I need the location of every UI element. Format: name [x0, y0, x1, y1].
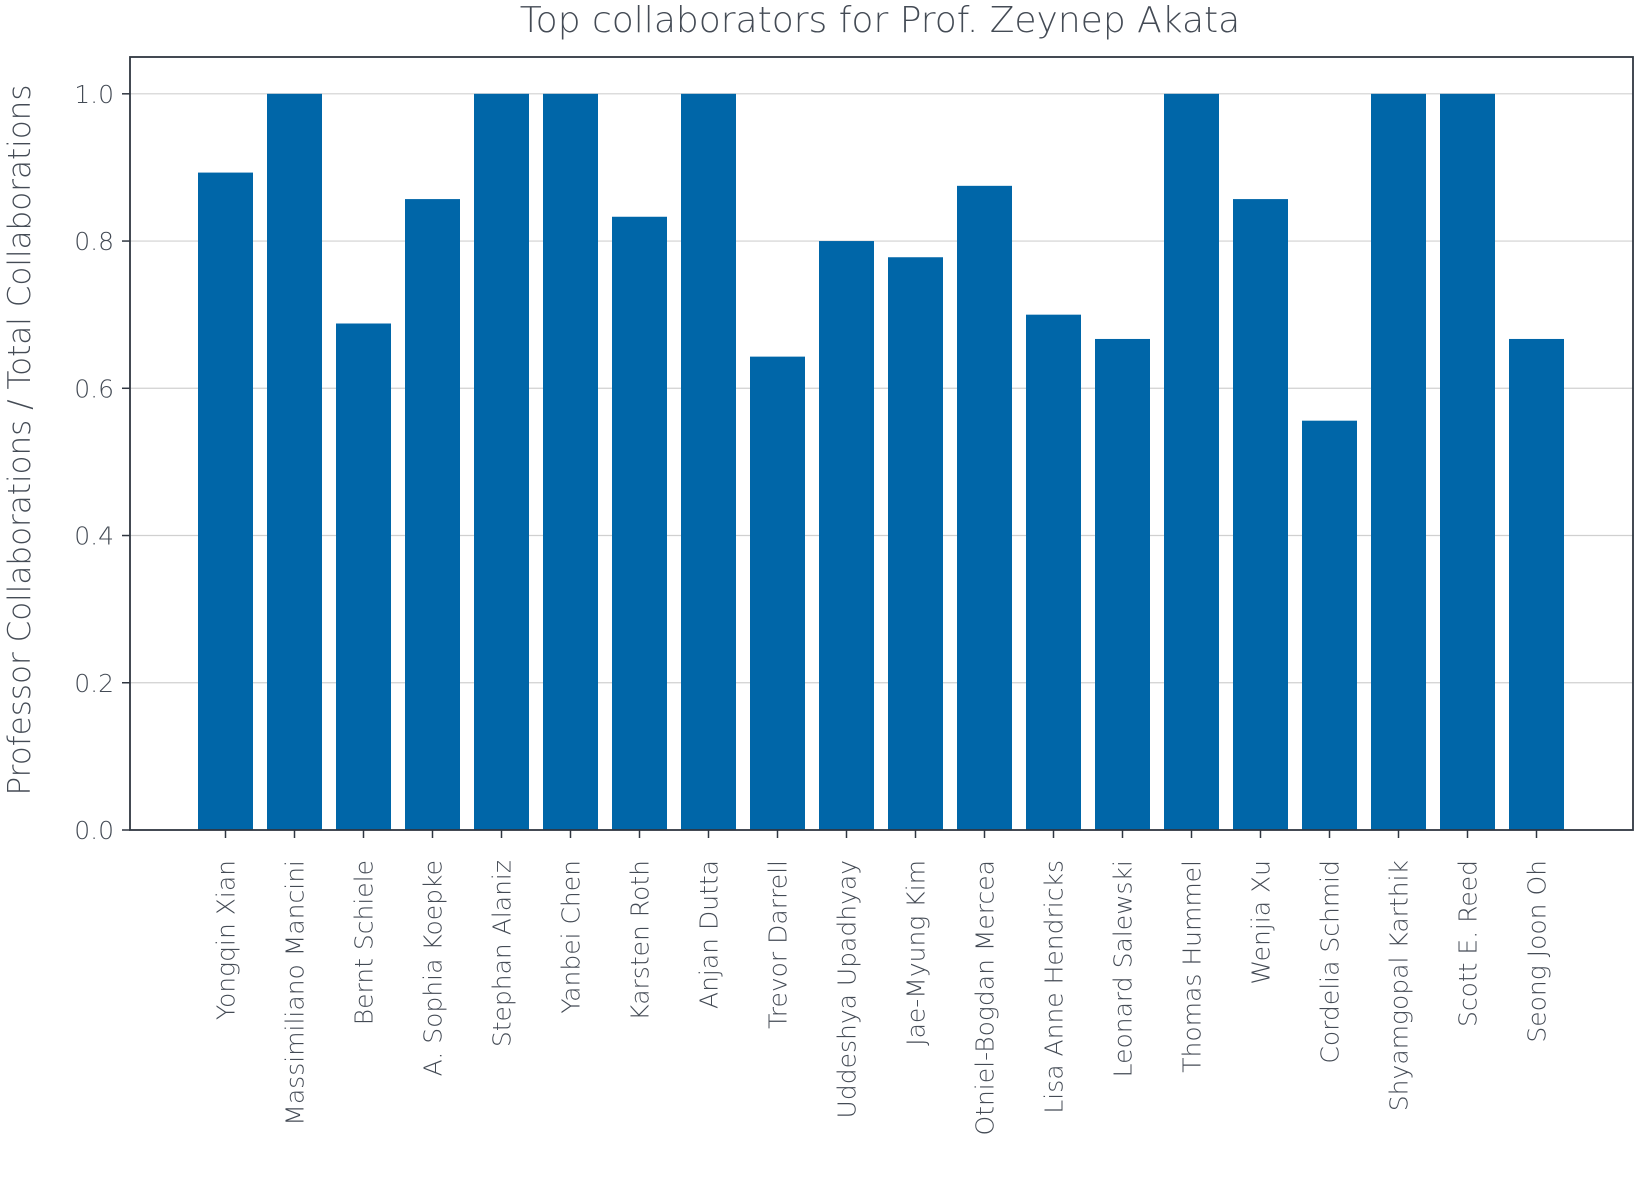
y-tick-label: 0.0 [74, 816, 114, 845]
x-tick-label: Trevor Darrell [764, 860, 793, 1029]
x-tick-label: Yongqin Xian [212, 860, 241, 1020]
bars [198, 93, 1564, 831]
bar [1302, 420, 1357, 830]
y-tick-label: 0.4 [74, 522, 114, 551]
bar [612, 216, 667, 831]
bar [1095, 338, 1150, 830]
x-tick-label: Jae-Myung Kim [902, 860, 931, 1046]
bar [1509, 338, 1564, 830]
x-tick-label: Karsten Roth [626, 860, 655, 1021]
x-tick-label: Otniel-Bogdan Mercea [971, 860, 1000, 1136]
bar [888, 257, 943, 831]
x-tick-label: Shyamgopal Karthik [1385, 860, 1414, 1111]
y-tick-label: 0.8 [74, 227, 114, 256]
bar [543, 93, 598, 831]
bar [750, 356, 805, 830]
bar [1026, 314, 1081, 831]
bar [681, 93, 736, 831]
bar [267, 93, 322, 831]
y-tick-label: 1.0 [74, 80, 114, 109]
x-tick-label: Bernt Schiele [350, 860, 379, 1025]
y-tick-label: 0.2 [74, 669, 114, 698]
bar [1233, 199, 1288, 830]
x-tick-label: Stephan Alaniz [488, 860, 517, 1047]
x-tick-label: Massimiliano Mancini [281, 860, 310, 1126]
x-tick-label: A. Sophia Koepke [419, 860, 448, 1076]
bar [819, 241, 874, 831]
bar [198, 172, 253, 830]
x-tick-label: Lisa Anne Hendricks [1040, 860, 1069, 1114]
chart-title: Top collaborators for Prof. Zeynep Akata [520, 0, 1240, 41]
bar [1440, 93, 1495, 831]
x-tick-label: Wenjia Xu [1247, 860, 1276, 985]
x-tick-label: Anjan Dutta [695, 860, 724, 1009]
y-tick-label: 0.6 [74, 374, 114, 403]
x-tick-label: Leonard Salewski [1109, 860, 1138, 1077]
axis-ticks: 0.0 0.2 0.4 0.6 0.8 1.0 Yongqin Xian Massimilia… [74, 80, 1551, 1136]
x-tick-label: Seong Joon Oh [1523, 860, 1552, 1043]
y-axis-label: Professor Collaborations / Total Collabo… [2, 85, 38, 796]
bar [957, 185, 1012, 831]
bar [405, 199, 460, 830]
x-tick-label: Scott E. Reed [1454, 860, 1483, 1027]
bar [1371, 93, 1426, 831]
bar [336, 323, 391, 830]
plot-area-frame [129, 56, 1634, 831]
x-tick-label: Yanbei Chen [557, 860, 586, 1014]
bar [474, 93, 529, 831]
x-tick-label: Uddeshya Upadhyay [833, 860, 862, 1118]
x-tick-label: Thomas Hummel [1178, 860, 1207, 1073]
x-tick-label: Cordelia Schmid [1316, 860, 1345, 1064]
bar [1164, 93, 1219, 831]
